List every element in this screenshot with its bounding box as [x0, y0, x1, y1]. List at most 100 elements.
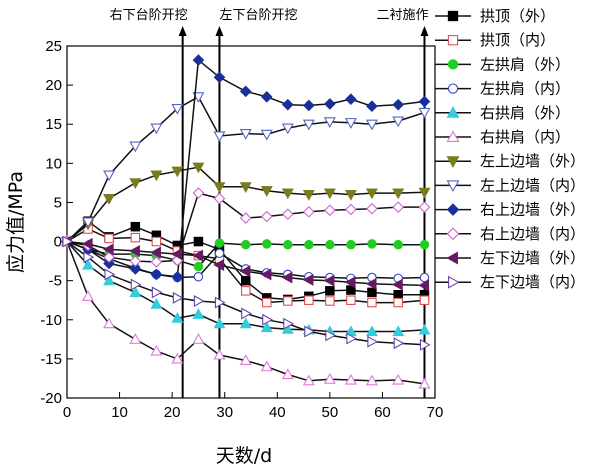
data-point — [241, 307, 252, 320]
data-point — [419, 272, 430, 283]
data-point — [346, 332, 358, 345]
data-point — [365, 188, 378, 200]
data-point — [392, 98, 405, 111]
data-point — [281, 98, 294, 111]
legend-entry: 拱顶（内） — [435, 31, 555, 49]
x-tick-label: 20 — [164, 404, 181, 421]
data-point — [81, 237, 93, 250]
data-point — [365, 325, 378, 337]
data-point — [344, 118, 357, 129]
data-point — [192, 162, 205, 174]
series-10 — [61, 187, 431, 268]
data-point — [260, 360, 273, 372]
data-point — [82, 290, 95, 301]
data-point — [103, 193, 116, 205]
y-tick-label: -10 — [40, 312, 62, 329]
legend-label: 左上边墙（外） — [480, 152, 585, 170]
legend-entry: 右拱肩（外） — [435, 104, 570, 122]
data-point — [240, 239, 251, 250]
legend-entry: 左拱肩（外） — [435, 55, 570, 73]
data-point — [192, 187, 205, 199]
data-point — [281, 208, 294, 220]
data-point — [302, 273, 314, 286]
data-point — [239, 129, 252, 140]
y-tick-label: -5 — [49, 273, 62, 290]
data-point — [193, 261, 204, 272]
data-point — [104, 268, 116, 281]
data-point — [447, 83, 459, 94]
data-point — [260, 210, 273, 223]
y-tick-label: 0 — [54, 234, 62, 251]
data-point — [171, 270, 184, 283]
data-point — [419, 338, 431, 351]
data-point — [446, 106, 460, 118]
data-point — [171, 352, 184, 364]
data-point — [193, 236, 204, 247]
data-point — [281, 368, 294, 380]
series-line — [66, 192, 425, 263]
x-tick-label: 50 — [322, 404, 339, 421]
plot-axes: 0 10 20 30 40 50 60 70 -20 -15 -10 -5 0 5 10 15 20 25 — [40, 38, 443, 421]
data-point — [213, 182, 226, 193]
legend-entry: 左下边墙（内） — [435, 273, 585, 291]
data-point — [130, 232, 141, 243]
data-point — [303, 206, 315, 218]
data-point — [281, 322, 294, 334]
y-tick-label: 15 — [45, 116, 62, 133]
data-point — [392, 325, 405, 337]
data-point — [192, 308, 205, 319]
data-point — [82, 258, 95, 270]
data-point — [446, 156, 460, 168]
data-point — [345, 93, 357, 106]
data-point — [103, 170, 116, 182]
data-point — [103, 257, 115, 270]
legend-label: 右拱肩（内） — [480, 128, 570, 146]
data-point — [323, 274, 335, 287]
data-point — [324, 98, 336, 110]
data-point — [418, 377, 431, 389]
y-tick-label: 10 — [45, 155, 62, 172]
data-point — [104, 233, 114, 244]
data-point — [150, 123, 163, 135]
x-tick-label: 30 — [216, 404, 233, 421]
data-point — [367, 239, 377, 249]
data-point — [367, 335, 379, 348]
series-11 — [60, 235, 430, 292]
data-point — [325, 329, 337, 342]
data-point — [82, 217, 95, 229]
data-point — [365, 119, 378, 131]
data-point — [102, 243, 114, 256]
data-point — [103, 251, 115, 264]
data-point — [366, 100, 378, 113]
data-point — [281, 188, 294, 200]
data-point — [447, 59, 459, 70]
legend-entry: 左上边墙（外） — [435, 152, 585, 170]
data-point — [302, 119, 315, 131]
data-point — [129, 263, 142, 275]
data-point — [83, 251, 95, 264]
data-point — [260, 91, 273, 103]
legend-label: 右拱肩（外） — [480, 104, 570, 122]
legend-entry: 左拱肩（内） — [435, 80, 570, 98]
legend-label: 左下边墙（内） — [480, 273, 585, 291]
data-point — [367, 297, 377, 308]
data-point — [192, 333, 205, 344]
data-point — [240, 286, 251, 296]
data-point — [365, 277, 377, 290]
data-point — [213, 71, 226, 84]
data-point — [214, 248, 225, 259]
data-point — [129, 255, 142, 267]
data-point — [346, 239, 356, 250]
data-point — [281, 123, 294, 135]
x-tick-label: 0 — [63, 404, 71, 421]
data-point — [129, 286, 142, 297]
legend-label: 左拱肩（外） — [480, 55, 570, 73]
data-point — [103, 317, 116, 329]
data-point — [150, 246, 161, 259]
data-point — [346, 295, 356, 305]
series-7 — [61, 162, 431, 248]
data-point — [392, 373, 405, 385]
data-point — [325, 239, 335, 250]
data-point — [62, 235, 74, 248]
stage-arrowhead — [420, 26, 429, 36]
